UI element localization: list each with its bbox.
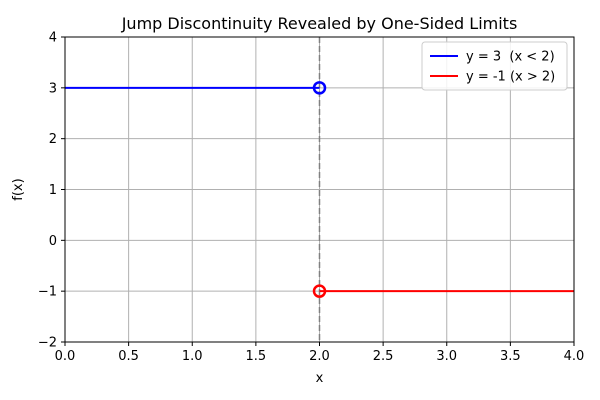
- y-tick-label: 0: [49, 234, 57, 249]
- x-tick-label: 1.5: [246, 349, 267, 364]
- legend-label-1: y = 3 (x < 2): [466, 50, 555, 65]
- legend: y = 3 (x < 2) y = -1 (x > 2): [421, 41, 568, 91]
- open-endpoint-marker-2: [312, 284, 327, 298]
- x-tick-label: 0.0: [55, 349, 76, 364]
- y-tick-label: 3: [49, 81, 57, 96]
- x-tick-label: 4.0: [564, 349, 585, 364]
- legend-label-2: y = -1 (x > 2): [466, 70, 555, 85]
- y-tick-label: 4: [49, 31, 57, 46]
- x-tick-label: 2.0: [309, 349, 330, 364]
- x-tick-label: 1.0: [182, 349, 203, 364]
- x-tick-label: 3.5: [500, 349, 521, 364]
- y-tick-label: 1: [49, 183, 57, 198]
- legend-box: [421, 41, 568, 91]
- y-axis-label: f(x): [11, 178, 26, 200]
- y-tick-label: −2: [38, 336, 57, 351]
- x-tick-label: 0.5: [118, 349, 139, 364]
- x-tick-label: 3.0: [436, 349, 457, 364]
- y-tick-label: 2: [49, 132, 57, 147]
- series-layer: [65, 81, 574, 298]
- chart-title: Jump Discontinuity Revealed by One-Sided…: [121, 14, 518, 33]
- x-tick-label: 2.5: [373, 349, 394, 364]
- open-endpoint-marker-1: [312, 81, 327, 95]
- x-axis-label: x: [316, 371, 324, 386]
- y-tick-label: −1: [38, 285, 57, 300]
- ticks: 0.0 0.5 1.0 1.5 2.0 2.5 3.0 3.5 4.0 −2 −1 0 1 2 3 4: [38, 31, 585, 365]
